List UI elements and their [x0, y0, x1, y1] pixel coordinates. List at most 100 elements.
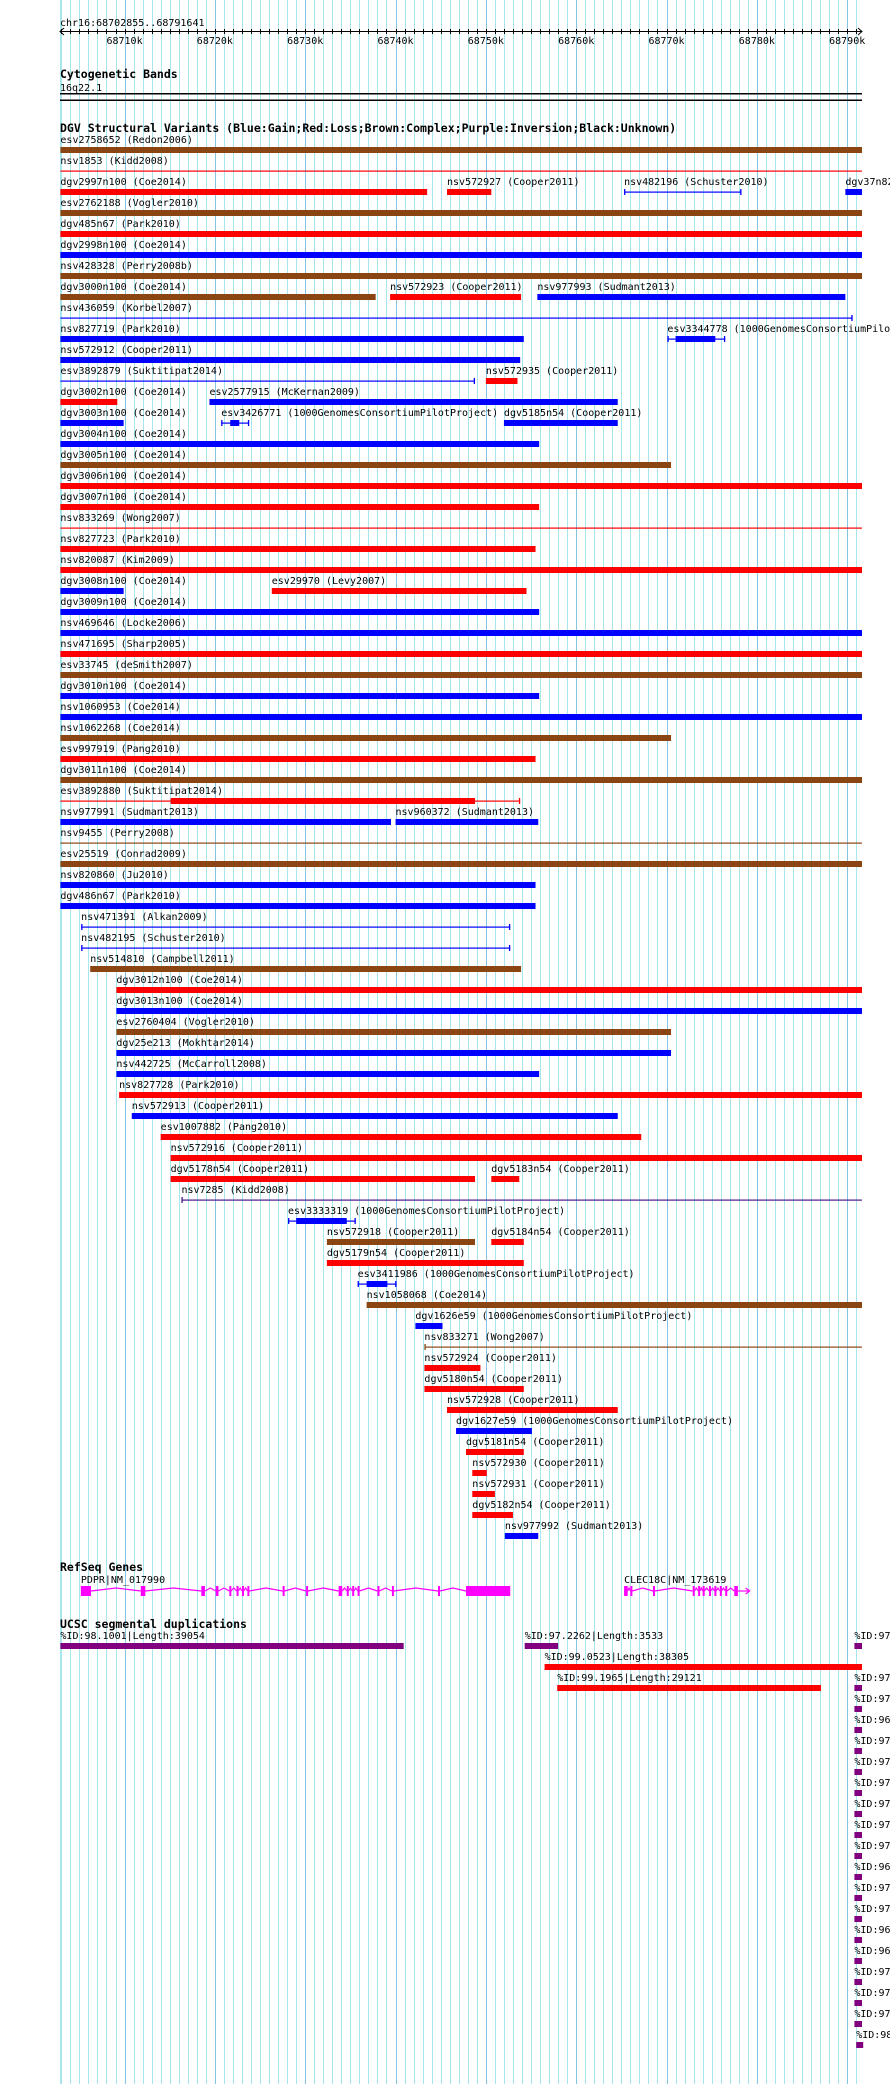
sv-feature[interactable]: nsv1062268 (Coe2014) [60, 723, 672, 741]
sv-bar[interactable] [60, 441, 540, 447]
sv-feature[interactable]: nsv514810 (Campbell2011) [90, 954, 522, 972]
sv-feature[interactable]: dgv5181n54 (Cooper2011) [465, 1437, 604, 1455]
sv-bar[interactable] [424, 1386, 524, 1392]
sv-line[interactable] [424, 1346, 862, 1348]
segdup-feature[interactable]: %ID:97 [854, 1799, 890, 1817]
sv-line[interactable] [60, 842, 862, 844]
segdup-feature[interactable]: %ID:97 [854, 1904, 890, 1922]
sv-bar[interactable] [465, 1449, 524, 1455]
sv-bar[interactable] [60, 231, 862, 237]
sv-feature[interactable]: nsv572916 (Cooper2011) [170, 1143, 863, 1161]
sv-bar[interactable] [170, 1155, 863, 1161]
sv-feature[interactable]: nsv827723 (Park2010) [60, 534, 536, 552]
sv-bar[interactable] [119, 1092, 862, 1098]
sv-feature[interactable]: esv2760404 (Vogler2010) [116, 1017, 672, 1035]
segdup-bar[interactable] [854, 1748, 862, 1754]
segdup-feature[interactable]: %ID:96 [854, 1715, 890, 1733]
sv-feature[interactable]: esv1007882 (Pang2010) [160, 1122, 642, 1140]
sv-feature[interactable]: dgv3000n100 (Coe2014) [60, 282, 376, 300]
sv-feature[interactable]: dgv3009n100 (Coe2014) [60, 597, 540, 615]
sv-bar[interactable] [472, 1491, 495, 1497]
sv-feature[interactable]: nsv471695 (Sharp2005) [60, 639, 862, 657]
sv-line[interactable] [60, 170, 862, 172]
sv-feature[interactable]: dgv5185n54 (Cooper2011) [503, 408, 642, 426]
sv-bar[interactable] [60, 273, 862, 279]
sv-feature[interactable]: nsv572931 (Cooper2011) [472, 1479, 605, 1497]
segdup-feature[interactable]: %ID:97 [854, 1988, 890, 2006]
sv-feature[interactable]: nsv833271 (Wong2007) [424, 1332, 862, 1350]
ruler-right-arrow-icon[interactable] [857, 27, 863, 36]
sv-feature[interactable]: dgv5180n54 (Cooper2011) [424, 1374, 563, 1392]
sv-bar[interactable] [60, 546, 536, 552]
gene[interactable]: PDPR|NM_017990 [80, 1575, 511, 1596]
sv-bar[interactable] [60, 567, 862, 573]
sv-bar[interactable] [116, 1071, 540, 1077]
sv-feature[interactable]: dgv3007n100 (Coe2014) [60, 492, 540, 510]
sv-feature[interactable]: esv2577915 (McKernan2009) [209, 387, 618, 405]
sv-feature[interactable]: dgv3011n100 (Coe2014) [60, 765, 862, 783]
sv-bar[interactable] [60, 693, 540, 699]
sv-bar[interactable] [271, 588, 527, 594]
segdup-bar[interactable] [854, 1874, 862, 1880]
sv-bar[interactable] [131, 1113, 618, 1119]
sv-feature[interactable]: nsv572924 (Cooper2011) [424, 1353, 557, 1371]
segdup-bar[interactable] [854, 1706, 862, 1712]
sv-feature[interactable]: nsv572923 (Cooper2011) [390, 282, 523, 300]
sv-feature[interactable]: nsv572918 (Cooper2011) [326, 1227, 476, 1245]
sv-bar[interactable] [60, 672, 862, 678]
sv-bar[interactable] [415, 1323, 443, 1329]
sv-bar[interactable] [845, 189, 862, 195]
sv-bar[interactable] [60, 609, 540, 615]
sv-bar[interactable] [485, 378, 518, 384]
sv-feature[interactable]: nsv820087 (Kim2009) [60, 555, 862, 573]
segdup-bar[interactable] [557, 1685, 821, 1691]
sv-feature[interactable]: esv2758652 (Redon2006) [60, 135, 862, 153]
sv-feature[interactable]: nsv572913 (Cooper2011) [131, 1101, 618, 1119]
sv-bar[interactable] [326, 1260, 524, 1266]
sv-bar[interactable] [160, 1134, 642, 1140]
sv-feature[interactable]: nsv7285 (Kidd2008) [181, 1185, 862, 1203]
sv-feature[interactable]: dgv2998n100 (Coe2014) [60, 240, 862, 258]
segdup-feature[interactable]: %ID:97.2262|Length:3533 [524, 1631, 663, 1649]
sv-feature[interactable]: nsv572928 (Cooper2011) [447, 1395, 618, 1413]
sv-feature[interactable]: nsv469646 (Locke2006) [60, 618, 862, 636]
segdup-feature[interactable]: %ID:96 [854, 1925, 890, 1943]
sv-feature[interactable]: dgv1626e59 (1000GenomesConsortiumPilotPr… [415, 1311, 692, 1329]
sv-feature[interactable]: esv3344778 (1000GenomesConsortiumPilot [667, 324, 890, 342]
sv-bar[interactable] [116, 987, 862, 993]
sv-bar[interactable] [395, 819, 539, 825]
sv-feature[interactable]: esv3333319 (1000GenomesConsortiumPilotPr… [288, 1206, 565, 1224]
sv-bar[interactable] [366, 1302, 862, 1308]
segdup-bar[interactable] [524, 1643, 559, 1649]
segdup-bar[interactable] [544, 1664, 862, 1670]
sv-feature[interactable]: dgv5184n54 (Cooper2011) [491, 1227, 630, 1245]
segdup-feature[interactable]: %ID:98.1001|Length:39054 [60, 1631, 404, 1649]
segdup-feature[interactable]: %ID:97 [854, 1820, 890, 1838]
sv-feature[interactable]: nsv833269 (Wong2007) [60, 513, 862, 529]
sv-bar[interactable] [504, 1533, 539, 1539]
sv-feature[interactable]: nsv442725 (McCarroll2008) [116, 1059, 540, 1077]
segdup-bar[interactable] [854, 1853, 862, 1859]
sv-line[interactable] [181, 1199, 862, 1201]
sv-bar[interactable] [60, 399, 118, 405]
sv-line[interactable] [60, 380, 476, 382]
sv-bar[interactable] [116, 1029, 672, 1035]
sv-feature[interactable]: nsv482195 (Schuster2010) [81, 933, 511, 951]
sv-feature[interactable]: esv33745 (deSmith2007) [60, 660, 862, 678]
sv-feature[interactable]: dgv5178n54 (Cooper2011) [170, 1164, 476, 1182]
sv-feature[interactable]: nsv1853 (Kidd2008) [60, 156, 862, 172]
sv-feature[interactable]: dgv5182n54 (Cooper2011) [472, 1500, 611, 1518]
sv-feature[interactable]: esv25519 (Conrad2009) [60, 849, 862, 867]
segdup-feature[interactable]: %ID:97 [854, 1778, 890, 1796]
sv-bar[interactable] [60, 210, 862, 216]
sv-bar[interactable] [60, 861, 862, 867]
sv-thick-region[interactable] [675, 336, 716, 342]
sv-feature[interactable]: esv29970 (Levy2007) [271, 576, 527, 594]
segdup-feature[interactable]: %ID:96 [854, 1862, 890, 1880]
sv-bar[interactable] [491, 1239, 524, 1245]
segdup-bar[interactable] [854, 1958, 862, 1964]
sv-bar[interactable] [60, 504, 540, 510]
sv-feature[interactable]: nsv1060953 (Coe2014) [60, 702, 862, 720]
sv-bar[interactable] [209, 399, 618, 405]
sv-bar[interactable] [60, 462, 672, 468]
